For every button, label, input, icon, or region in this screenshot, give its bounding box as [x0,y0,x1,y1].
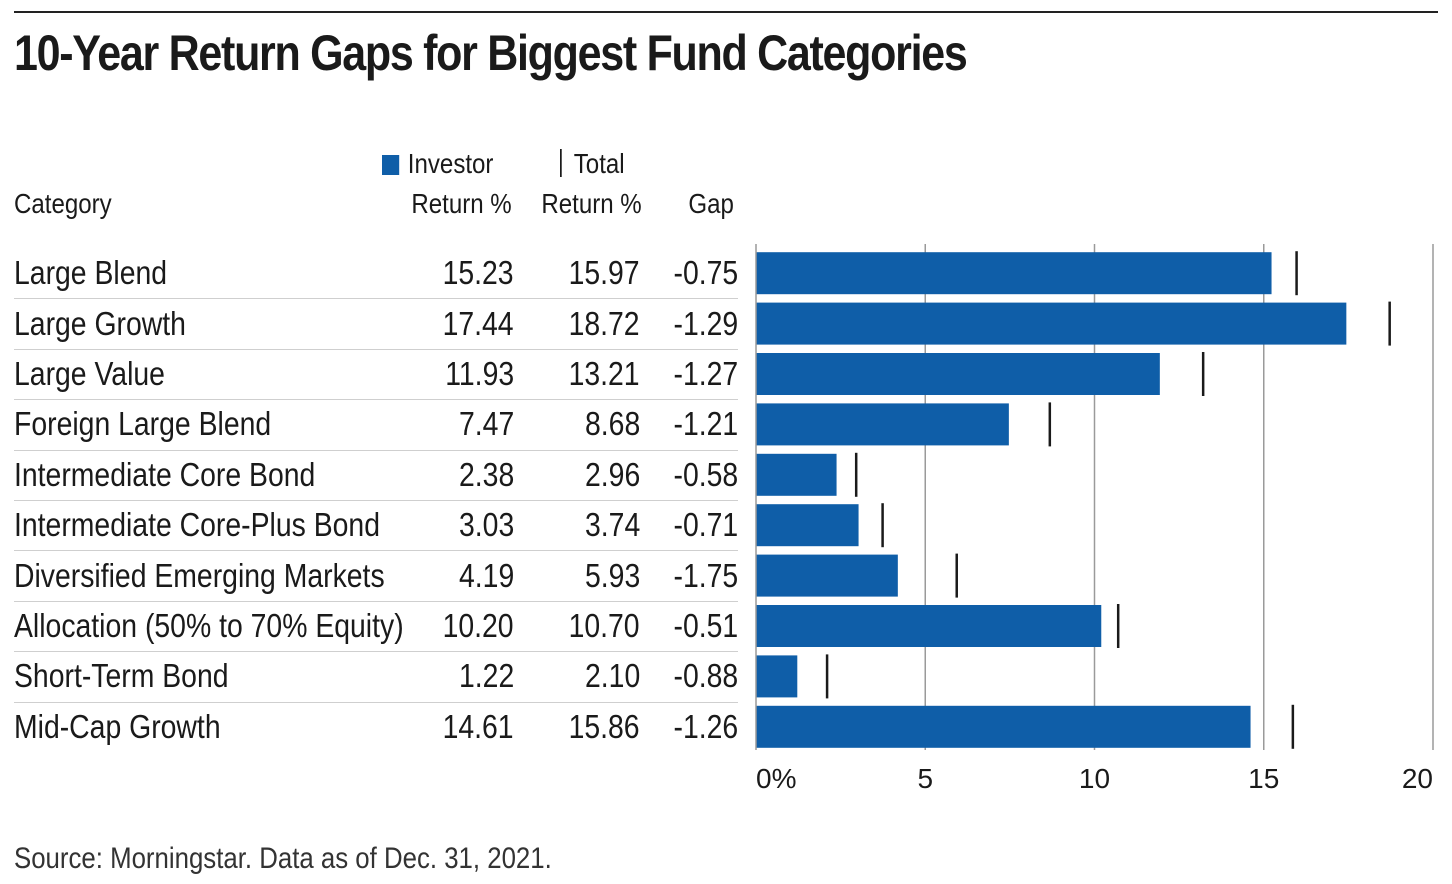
total-return-value: 15.97 [568,254,640,292]
gap-value: -0.88 [673,657,738,695]
category-label: Mid-Cap Growth [14,707,221,745]
category-label: Foreign Large Blend [14,405,272,443]
x-tick-label: 5 [917,763,933,794]
header-total-return: Return % [541,188,642,219]
investor-return-bar [756,353,1160,395]
category-label: Short-Term Bond [14,657,229,695]
gap-value: -1.75 [673,556,738,594]
row-separator [14,550,738,551]
legend-total-label: Total [573,148,625,179]
investor-return-bar [756,605,1102,647]
investor-return-value: 17.44 [442,304,514,342]
investor-return-value: 14.61 [442,707,514,745]
row-separator [14,298,738,299]
category-label: Large Value [14,355,165,392]
category-label: Diversified Emerging Markets [14,556,385,594]
investor-return-bar [756,453,837,496]
category-label: Large Growth [14,304,186,342]
legend-investor-label: Investor [407,148,494,179]
investor-return-value: 15.23 [442,254,514,292]
row-separator [14,399,738,400]
gap-value: -1.29 [673,304,738,342]
investor-return-value: 4.19 [458,556,514,594]
total-return-value: 3.74 [584,506,640,544]
investor-return-value: 7.47 [458,405,514,443]
x-tick-label: 20 [1402,763,1433,794]
gap-value: -1.21 [673,405,738,443]
category-label: Intermediate Core-Plus Bond [14,506,380,544]
row-separator [14,601,738,602]
total-return-value: 2.10 [584,657,640,695]
gap-value: -1.26 [673,707,738,745]
legend-investor: Investor [382,148,493,180]
investor-return-value: 10.20 [442,607,514,644]
row-separator [14,349,738,350]
investor-return-bar [756,252,1272,295]
total-return-value: 2.96 [584,455,640,493]
category-label: Large Blend [14,254,168,292]
source-note: Source: Morningstar. Data as of Dec. 31,… [14,842,552,875]
category-label: Allocation (50% to 70% Equity) [14,607,404,644]
header-category: Category [14,188,112,219]
gap-value: -1.27 [673,355,738,392]
investor-return-bar [756,403,1009,446]
total-return-value: 8.68 [584,405,640,443]
chart-title: 10-Year Return Gaps for Biggest Fund Cat… [14,25,968,81]
investor-return-value: 11.93 [445,355,514,392]
total-return-value: 15.86 [568,707,640,745]
row-separator [14,500,738,501]
top-rule [14,11,1438,13]
gap-value: -0.71 [673,506,738,544]
total-return-value: 13.21 [568,355,640,392]
legend-total-tick [560,149,562,177]
x-tick-label: 10 [1079,763,1110,794]
header-gap: Gap [688,188,734,219]
legend-total: Total [560,148,625,180]
investor-return-bar [756,655,798,698]
row-separator [14,651,738,652]
row-separator [14,702,738,703]
category-label: Intermediate Core Bond [14,455,316,493]
gap-value: -0.75 [673,254,738,292]
header-investor-return: Return % [411,188,512,219]
x-tick-label: 0% [756,763,796,794]
total-return-value: 10.70 [568,607,640,644]
investor-return-bar [756,302,1347,345]
investor-return-value: 1.22 [458,657,514,695]
total-return-value: 18.72 [568,304,640,342]
investor-return-bar [756,554,898,597]
investor-return-bar [756,705,1251,748]
investor-return-value: 3.03 [458,506,514,544]
x-tick-label: 15 [1248,763,1279,794]
legend-investor-swatch [382,155,400,175]
gap-value: -0.58 [673,455,738,493]
total-return-value: 5.93 [584,556,640,594]
investor-return-value: 2.38 [458,455,514,493]
gap-value: -0.51 [673,607,738,644]
investor-return-bar [756,504,859,547]
row-separator [14,450,738,451]
